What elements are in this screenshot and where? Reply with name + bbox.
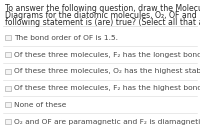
- Text: Of these three molecules, O₂ has the highest stability: Of these three molecules, O₂ has the hig…: [14, 68, 200, 74]
- Text: O₂ and OF are paramagnetic and F₂ is diamagnetic.: O₂ and OF are paramagnetic and F₂ is dia…: [14, 119, 200, 125]
- Text: None of these: None of these: [14, 102, 66, 108]
- Bar: [5, 52, 10, 57]
- Bar: [5, 69, 10, 74]
- Text: Of these three molecules, F₂ has the longest bond.: Of these three molecules, F₂ has the lon…: [14, 52, 200, 58]
- Text: To answer the following question, draw the Molecular Orbital Energy: To answer the following question, draw t…: [5, 4, 200, 13]
- Text: The bond order of OF is 1.5.: The bond order of OF is 1.5.: [14, 35, 118, 41]
- Text: Of these three molecules, F₂ has the highest bond order.: Of these three molecules, F₂ has the hig…: [14, 85, 200, 91]
- Bar: [5, 119, 10, 124]
- Bar: [5, 102, 10, 107]
- Text: Diagrams for the diatomic molecules, O₂, OF and F₂.  Which of the: Diagrams for the diatomic molecules, O₂,…: [5, 11, 200, 20]
- Bar: [5, 86, 10, 91]
- Bar: [5, 35, 10, 40]
- Text: following statement is (are) true? (Select all that apply.): following statement is (are) true? (Sele…: [5, 18, 200, 27]
